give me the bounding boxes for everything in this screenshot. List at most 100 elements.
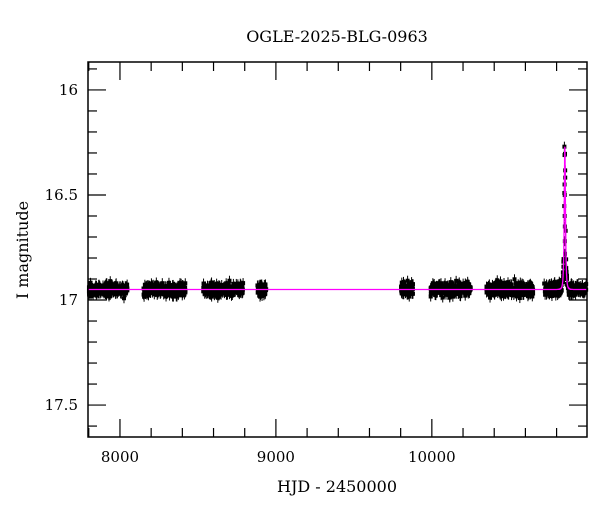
data-point — [468, 285, 473, 290]
data-point — [454, 288, 459, 293]
data-point — [492, 291, 497, 296]
data-point — [465, 279, 470, 284]
data-point — [401, 284, 406, 289]
data-point — [530, 285, 535, 290]
data-point — [103, 292, 108, 297]
data-point — [440, 295, 445, 300]
data-point — [224, 281, 229, 286]
data-point — [220, 288, 225, 293]
data-point — [409, 285, 414, 290]
data-point — [88, 290, 93, 295]
data-point — [211, 289, 216, 294]
data-point — [582, 291, 587, 296]
data-point — [443, 289, 448, 294]
data-point — [464, 282, 469, 287]
data-point — [461, 281, 466, 286]
data-point — [221, 284, 226, 289]
data-point — [514, 294, 519, 299]
data-point — [263, 283, 268, 288]
data-point — [167, 286, 172, 291]
data-point — [525, 286, 530, 291]
data-point — [164, 291, 169, 296]
data-point — [499, 286, 504, 291]
data-point — [241, 281, 246, 286]
data-point — [238, 281, 243, 286]
data-point — [517, 296, 522, 301]
data-point — [448, 280, 453, 285]
data-point — [223, 289, 228, 294]
data-point — [527, 282, 532, 287]
data-point — [154, 283, 159, 288]
data-point — [489, 290, 494, 295]
data-point — [101, 290, 106, 295]
x-tick-label: 8000 — [101, 448, 139, 466]
data-point — [569, 292, 574, 297]
data-point — [443, 281, 448, 286]
data-point — [495, 278, 500, 283]
data-point — [179, 285, 184, 290]
data-point — [233, 286, 238, 291]
data-point — [487, 282, 492, 287]
data-point — [575, 282, 580, 287]
data-point — [165, 289, 170, 294]
data-point — [488, 295, 493, 300]
data-point — [399, 291, 404, 296]
data-point — [516, 288, 521, 293]
data-point — [155, 292, 160, 297]
data-point — [553, 293, 558, 298]
plot-frame — [87, 61, 588, 438]
data-point — [447, 294, 452, 299]
x-tick-label: 10000 — [408, 448, 456, 466]
data-point — [447, 289, 452, 294]
data-point — [258, 294, 263, 299]
data-point — [260, 293, 265, 298]
data-point — [463, 288, 468, 293]
data-point — [211, 283, 216, 288]
data-point — [256, 286, 261, 291]
data-point — [548, 289, 553, 294]
data-point — [224, 284, 229, 289]
data-point — [512, 277, 517, 282]
data-point — [148, 289, 153, 294]
data-point — [123, 291, 128, 296]
data-point — [175, 286, 180, 291]
data-point — [499, 294, 504, 299]
data-point — [446, 284, 451, 289]
x-tick-label: 9000 — [257, 448, 295, 466]
axis-ticks — [88, 62, 587, 437]
data-point — [229, 285, 234, 290]
data-point — [108, 291, 113, 296]
y-tick-label: 17 — [59, 291, 78, 309]
data-point — [183, 288, 188, 293]
data-point — [542, 281, 547, 286]
data-point — [491, 284, 496, 289]
data-point — [167, 293, 172, 298]
data-point — [255, 283, 260, 288]
data-point — [176, 291, 181, 296]
data-point — [568, 289, 573, 294]
data-point — [208, 289, 213, 294]
data-point — [146, 283, 151, 288]
data-point — [88, 280, 93, 285]
data-point — [430, 281, 435, 286]
data-point — [451, 288, 456, 293]
data-point — [174, 293, 179, 298]
data-point — [213, 286, 218, 291]
data-point — [170, 283, 175, 288]
data-point — [227, 278, 232, 283]
data-point — [403, 284, 408, 289]
data-point — [103, 282, 108, 287]
model-curve — [88, 146, 587, 291]
y-tick-label: 17.5 — [45, 396, 78, 414]
data-point — [525, 294, 530, 299]
data-point — [457, 283, 462, 288]
data-point — [578, 288, 583, 293]
data-point — [498, 279, 503, 284]
data-point — [453, 284, 458, 289]
data-point — [111, 284, 116, 289]
data-point — [448, 285, 453, 290]
chart-title: OGLE-2025-BLG-0963 — [246, 27, 428, 46]
y-tick-label: 16.5 — [45, 186, 78, 204]
data-point — [406, 284, 411, 289]
